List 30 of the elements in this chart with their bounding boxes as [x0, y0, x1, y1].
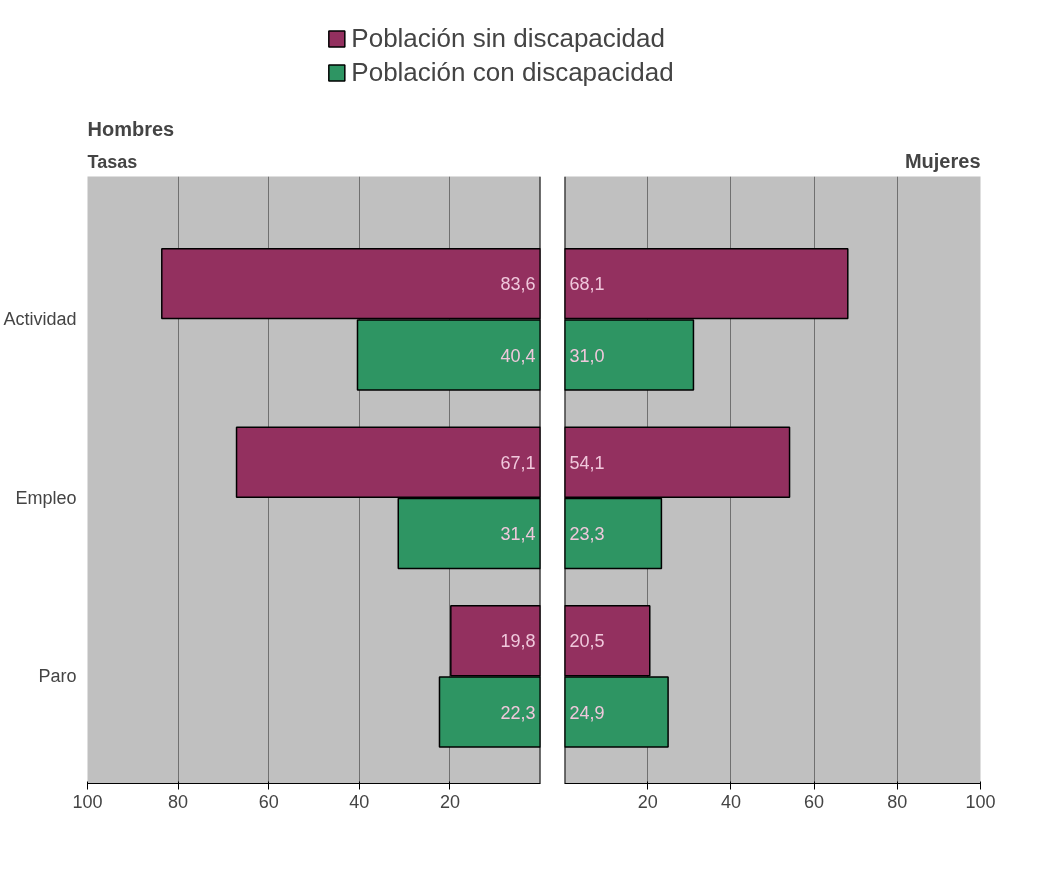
data-label: 22,3 — [500, 702, 536, 723]
y-tick-label: Empleo — [15, 487, 77, 508]
data-label: 83,6 — [500, 274, 536, 295]
x-tick-label: 60 — [258, 791, 279, 812]
x-tick-label: 100 — [72, 791, 103, 812]
data-label: 68,1 — [569, 274, 605, 295]
x-tick-label: 20 — [637, 791, 658, 812]
x-tick-label: 40 — [720, 791, 741, 812]
data-label: 24,9 — [569, 702, 605, 723]
data-label: 54,1 — [569, 452, 605, 473]
data-label: 20,5 — [569, 631, 605, 652]
data-label: 67,1 — [500, 452, 536, 473]
data-label: 31,0 — [569, 345, 605, 366]
legend-label: Población sin discapacidad — [351, 22, 665, 54]
data-label: 40,4 — [500, 345, 536, 366]
chart-title: Mujeres — [904, 149, 981, 172]
data-label: 31,4 — [500, 524, 536, 545]
data-label: 19,8 — [500, 631, 536, 652]
x-tick-label: 40 — [349, 791, 370, 812]
data-label: 23,3 — [569, 524, 605, 545]
x-tick-label: 20 — [439, 791, 460, 812]
y-axis-title: Tasas — [87, 151, 138, 172]
legend-label: Población con discapacidad — [351, 56, 674, 88]
x-tick-label: 60 — [804, 791, 825, 812]
y-tick-label: Actividad — [3, 309, 77, 330]
x-tick-label: 80 — [168, 791, 189, 812]
chart-title: Hombres — [87, 117, 175, 140]
y-tick-label: Paro — [38, 666, 77, 687]
x-tick-label: 80 — [887, 791, 908, 812]
x-tick-label: 100 — [965, 791, 996, 812]
